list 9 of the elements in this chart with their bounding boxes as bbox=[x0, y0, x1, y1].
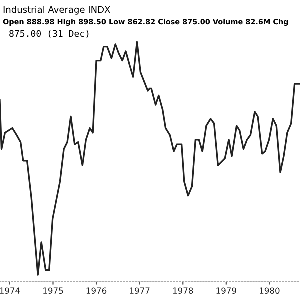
x-tick-label: 1975 bbox=[44, 288, 64, 294]
x-tick-label: 1978 bbox=[173, 288, 194, 294]
x-tick-label: 1976 bbox=[86, 288, 107, 294]
chart-title: Industrial Average INDX bbox=[4, 6, 110, 15]
x-tick-label: 1980 bbox=[260, 288, 280, 294]
x-tick-label: 1974 bbox=[0, 288, 20, 294]
x-tick-label: 1977 bbox=[130, 288, 150, 294]
x-tick-label: 1979 bbox=[216, 288, 236, 294]
text: 875.00 (31 Dec) bbox=[10, 30, 89, 38]
